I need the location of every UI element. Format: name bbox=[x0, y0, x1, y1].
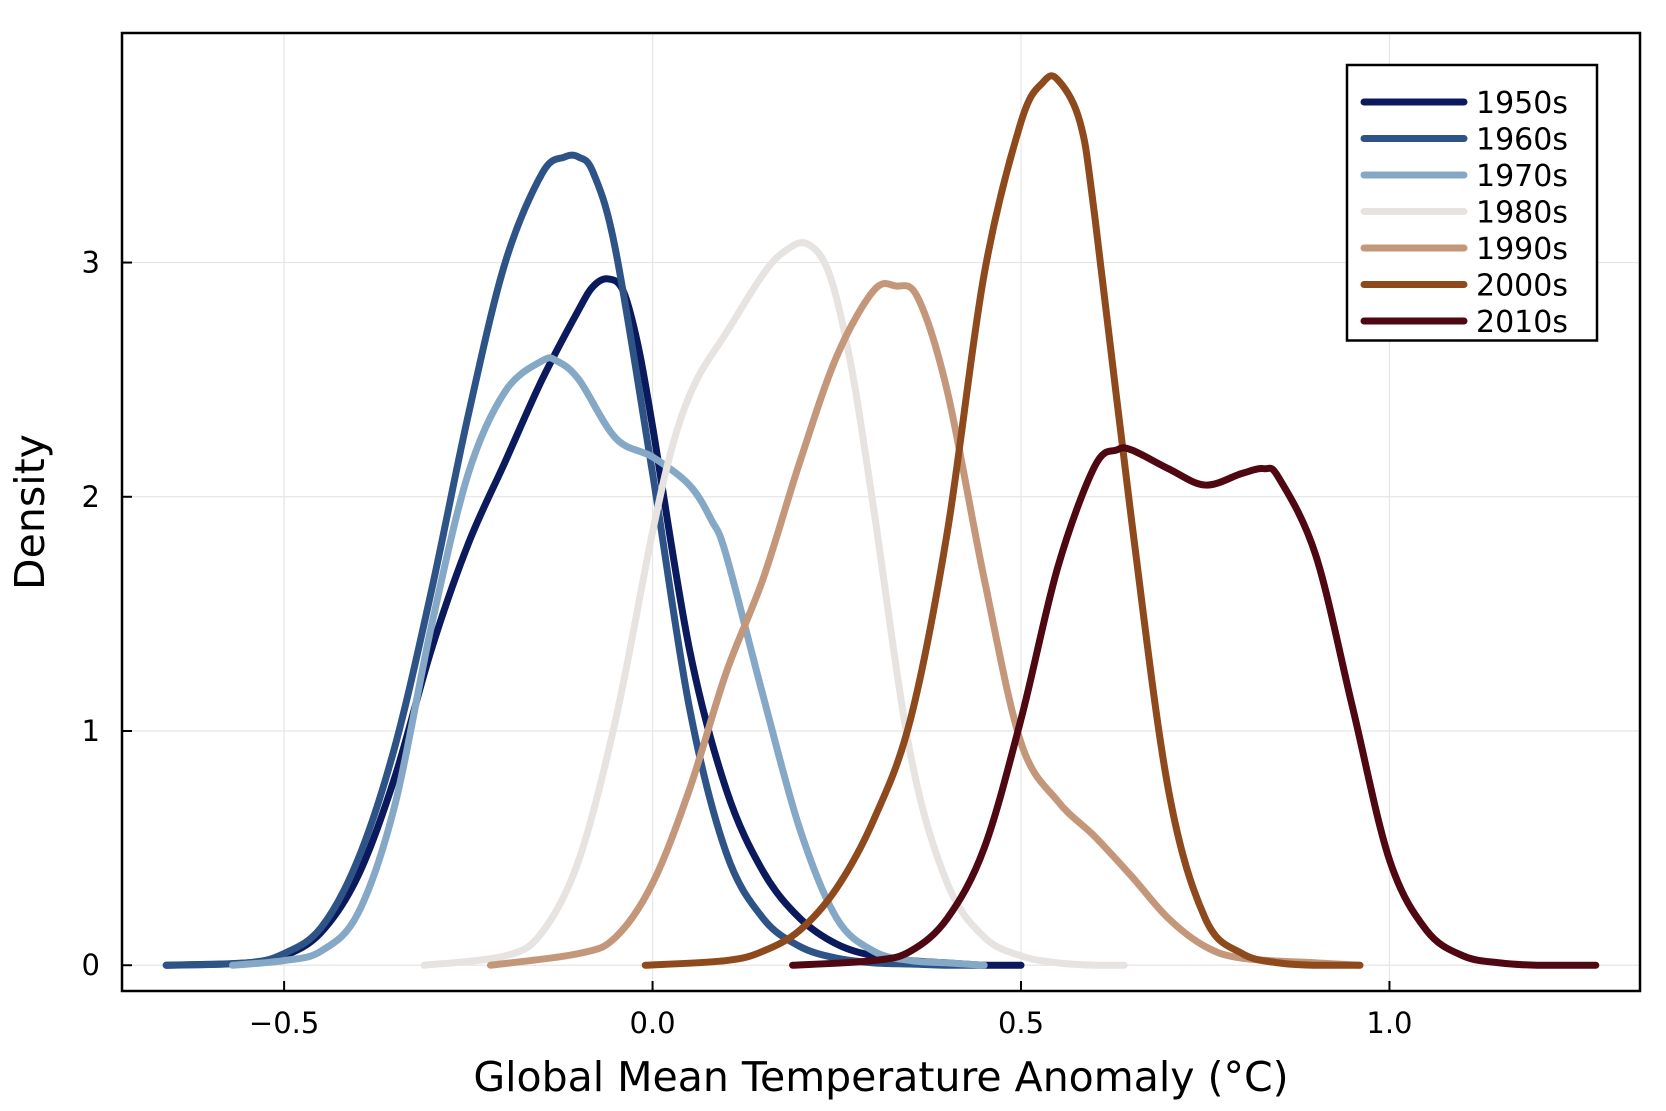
x-axis-title: Global Mean Temperature Anomaly (°C) bbox=[473, 1053, 1288, 1101]
x-tick-label: 0.0 bbox=[630, 1006, 676, 1040]
legend-box bbox=[1345, 63, 1599, 342]
series-line-1980s bbox=[420, 239, 1128, 969]
axis-ticks: −0.5 0.0 0.5 1.0 0 1 2 3 bbox=[82, 246, 1413, 1040]
y-tick-label: 2 bbox=[82, 480, 100, 514]
x-tick-label: −0.5 bbox=[249, 1006, 319, 1040]
x-tick-label: 0.5 bbox=[998, 1006, 1044, 1040]
y-tick-label: 0 bbox=[82, 948, 100, 982]
series-line-2000s bbox=[641, 72, 1364, 969]
y-tick-label: 3 bbox=[82, 246, 100, 280]
legend-label: 1950s bbox=[1476, 86, 1568, 121]
legend-label: 2000s bbox=[1476, 269, 1568, 304]
series-lines bbox=[162, 72, 1600, 969]
series-line-1990s bbox=[486, 279, 1364, 969]
legend-label: 2010s bbox=[1476, 305, 1568, 340]
legend-label: 1990s bbox=[1476, 232, 1568, 267]
y-tick-label: 1 bbox=[82, 714, 100, 748]
series-line-1970s bbox=[229, 354, 988, 969]
legend-label: 1980s bbox=[1476, 196, 1568, 231]
x-tick-label: 1.0 bbox=[1366, 1006, 1412, 1040]
legend-label: 1970s bbox=[1476, 159, 1568, 194]
series-line-1950s bbox=[162, 275, 1025, 969]
legend-label: 1960s bbox=[1476, 123, 1568, 158]
series-line-1960s bbox=[162, 151, 988, 969]
plot-frame bbox=[120, 31, 1642, 993]
y-axis-title: Density bbox=[6, 434, 54, 590]
series-line-2010s bbox=[789, 444, 1600, 969]
